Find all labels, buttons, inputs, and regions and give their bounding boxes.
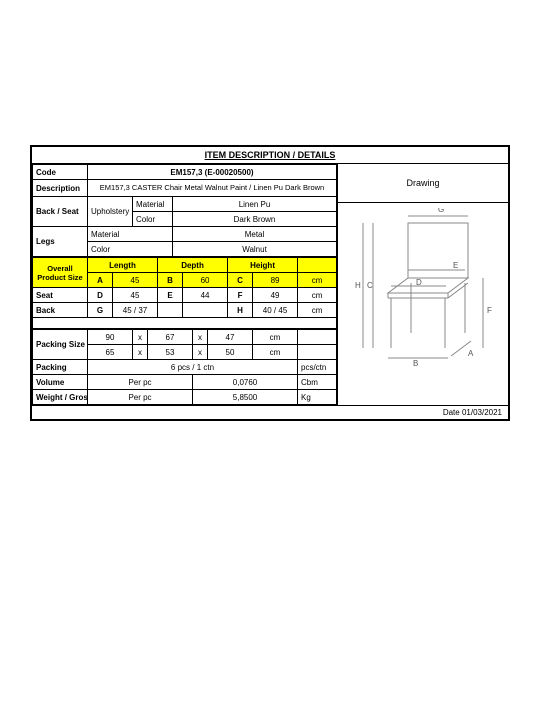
ps2-x1: x — [133, 345, 148, 360]
ps1-h: 47 — [208, 330, 253, 345]
weight-label: Weight / Gross — [33, 390, 88, 405]
ps2-blank — [298, 345, 337, 360]
drawing-area: G H C D E F A B — [338, 203, 508, 405]
diag-B: B — [413, 359, 418, 368]
diag-F: F — [487, 306, 492, 315]
diag-A: A — [468, 349, 474, 358]
packing-table: Packing Size 90 x 67 x 47 cm 65 x 53 x 5… — [32, 329, 337, 405]
ps1-l: 90 — [88, 330, 133, 345]
color-label: Color — [133, 212, 173, 227]
volume-label: Volume — [33, 375, 88, 390]
dim-C: C — [228, 273, 253, 288]
code-label: Code — [33, 165, 88, 180]
ps2-h: 50 — [208, 345, 253, 360]
backseat-color: Dark Brown — [173, 212, 337, 227]
ps2-l: 65 — [88, 345, 133, 360]
diag-E: E — [453, 261, 458, 270]
packing-label: Packing — [33, 360, 88, 375]
ps1-blank — [298, 330, 337, 345]
diag-H: H — [355, 281, 361, 290]
dim-blank — [298, 258, 337, 273]
volume-unit: Cbm — [298, 375, 337, 390]
dim-E: E — [158, 288, 183, 303]
backseat-material: Linen Pu — [173, 197, 337, 212]
dim-A-val: 45 — [113, 273, 158, 288]
overall-size-label: Overall Product Size — [33, 258, 88, 288]
drawing-label: Drawing — [338, 164, 508, 203]
dim-H: H — [228, 303, 253, 318]
dim-F: F — [228, 288, 253, 303]
upholstery-label: Upholstery — [88, 197, 133, 227]
spec-table-area: Code EM157,3 (E-00020500) Description EM… — [32, 164, 337, 405]
weight-per: Per pc — [88, 390, 193, 405]
dim-D-val: 45 — [113, 288, 158, 303]
chair-diagram-icon: G H C D E F A B — [353, 208, 503, 368]
dim-unit3: cm — [298, 303, 337, 318]
material-label: Material — [133, 197, 173, 212]
dim-B-val: 60 — [183, 273, 228, 288]
volume-per: Per pc — [88, 375, 193, 390]
spec-sheet: ITEM DESCRIPTION / DETAILS Code EM157,3 … — [30, 145, 510, 421]
dim-D: D — [88, 288, 113, 303]
dim-G-val: 45 / 37 — [113, 303, 158, 318]
dimensions-table: Overall Product Size Length Depth Height… — [32, 257, 337, 329]
dim-E-val: 44 — [183, 288, 228, 303]
dim-F-val: 49 — [253, 288, 298, 303]
legs-material-label: Material — [88, 227, 173, 242]
dim-C-val: 89 — [253, 273, 298, 288]
ps1-x2: x — [193, 330, 208, 345]
seat-label: Seat — [33, 288, 88, 303]
dim-B: B — [158, 273, 183, 288]
ps2-x2: x — [193, 345, 208, 360]
dim-unit: cm — [298, 273, 337, 288]
packing-size-label: Packing Size — [33, 330, 88, 360]
drawing-column: Drawing — [337, 164, 508, 405]
dim-G: G — [88, 303, 113, 318]
dim-A: A — [88, 273, 113, 288]
legs-color: Walnut — [173, 242, 337, 257]
date-value: 01/03/2021 — [462, 408, 502, 417]
desc-value: EM157,3 CASTER Chair Metal Walnut Paint … — [88, 180, 337, 197]
weight-val: 5,8500 — [193, 390, 298, 405]
packing-unit: pcs/ctn — [298, 360, 337, 375]
legs-label: Legs — [33, 227, 88, 257]
ps1-w: 67 — [148, 330, 193, 345]
dim-unit2: cm — [298, 288, 337, 303]
ps1-x1: x — [133, 330, 148, 345]
weight-unit: Kg — [298, 390, 337, 405]
date-label: Date — [443, 408, 460, 417]
diag-D: D — [416, 278, 422, 287]
info-table: Code EM157,3 (E-00020500) Description EM… — [32, 164, 337, 257]
diag-G: G — [438, 208, 444, 214]
ps2-cm: cm — [253, 345, 298, 360]
depth-header: Depth — [158, 258, 228, 273]
sheet-title: ITEM DESCRIPTION / DETAILS — [32, 147, 508, 164]
legs-color-label: Color — [88, 242, 173, 257]
back-label: Back — [33, 303, 88, 318]
code-value: EM157,3 (E-00020500) — [88, 165, 337, 180]
diag-C: C — [367, 281, 373, 290]
dim-blank3 — [183, 303, 228, 318]
ps1-cm: cm — [253, 330, 298, 345]
length-header: Length — [88, 258, 158, 273]
volume-val: 0,0760 — [193, 375, 298, 390]
height-header: Height — [228, 258, 298, 273]
main-content: Code EM157,3 (E-00020500) Description EM… — [32, 164, 508, 405]
ps2-w: 53 — [148, 345, 193, 360]
dim-H-val: 40 / 45 — [253, 303, 298, 318]
dim-blank2 — [158, 303, 183, 318]
date-row: Date 01/03/2021 — [32, 405, 508, 419]
legs-material: Metal — [173, 227, 337, 242]
desc-label: Description — [33, 180, 88, 197]
spacer-row — [33, 318, 337, 329]
backseat-label: Back / Seat — [33, 197, 88, 227]
packing-val: 6 pcs / 1 ctn — [88, 360, 298, 375]
